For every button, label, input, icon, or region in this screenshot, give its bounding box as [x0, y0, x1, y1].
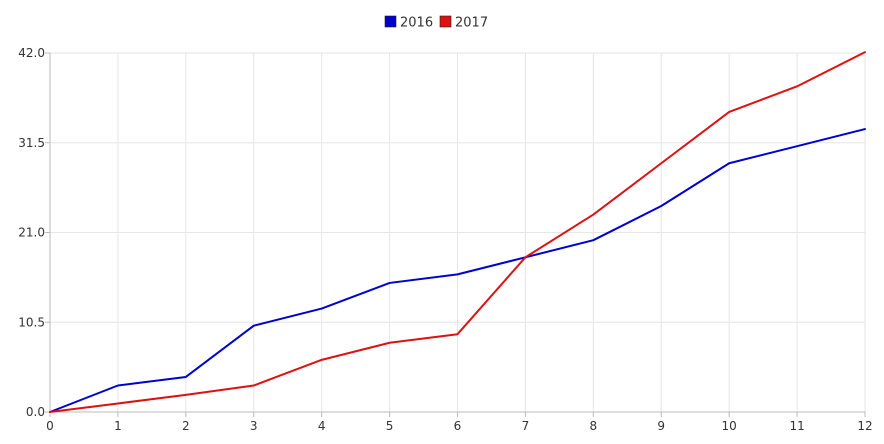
- x-tick-label: 4: [318, 419, 326, 433]
- legend: 2016 2017: [384, 15, 488, 31]
- legend-label: 2017: [455, 16, 488, 31]
- series-layer: [49, 51, 866, 413]
- legend-item-2017: 2017: [439, 15, 488, 31]
- x-tick-label: 10: [722, 419, 737, 433]
- x-tick-label: 8: [590, 419, 598, 433]
- legend-label: 2016: [400, 16, 433, 31]
- x-tick-label: 6: [454, 419, 462, 433]
- y-tick-label: 10.5: [18, 315, 45, 329]
- y-tick-label: 21.0: [18, 226, 45, 240]
- x-tick-label: 3: [250, 419, 258, 433]
- legend-swatch: [384, 15, 397, 28]
- x-tick-label: 1: [114, 419, 122, 433]
- series-line-2017: [49, 51, 866, 413]
- y-tick-label: 0.0: [26, 405, 45, 419]
- x-tick-label: 11: [789, 419, 804, 433]
- x-tick-label: 9: [657, 419, 665, 433]
- x-tick-label: 5: [386, 419, 394, 433]
- x-tick-label: 0: [46, 419, 54, 433]
- x-tick-label: 7: [522, 419, 530, 433]
- series-line-2016: [49, 128, 866, 413]
- y-tick-label: 42.0: [18, 46, 45, 60]
- x-tick-label: 12: [857, 419, 872, 433]
- axis-layer: 0 1 2 3 4 5 6 7 8 9 10 11 120.010.521.031.542.0: [18, 46, 872, 433]
- legend-item-2016: 2016: [384, 15, 433, 31]
- y-tick-label: 31.5: [18, 136, 45, 150]
- x-tick-label: 2: [182, 419, 190, 433]
- legend-swatch: [439, 15, 452, 28]
